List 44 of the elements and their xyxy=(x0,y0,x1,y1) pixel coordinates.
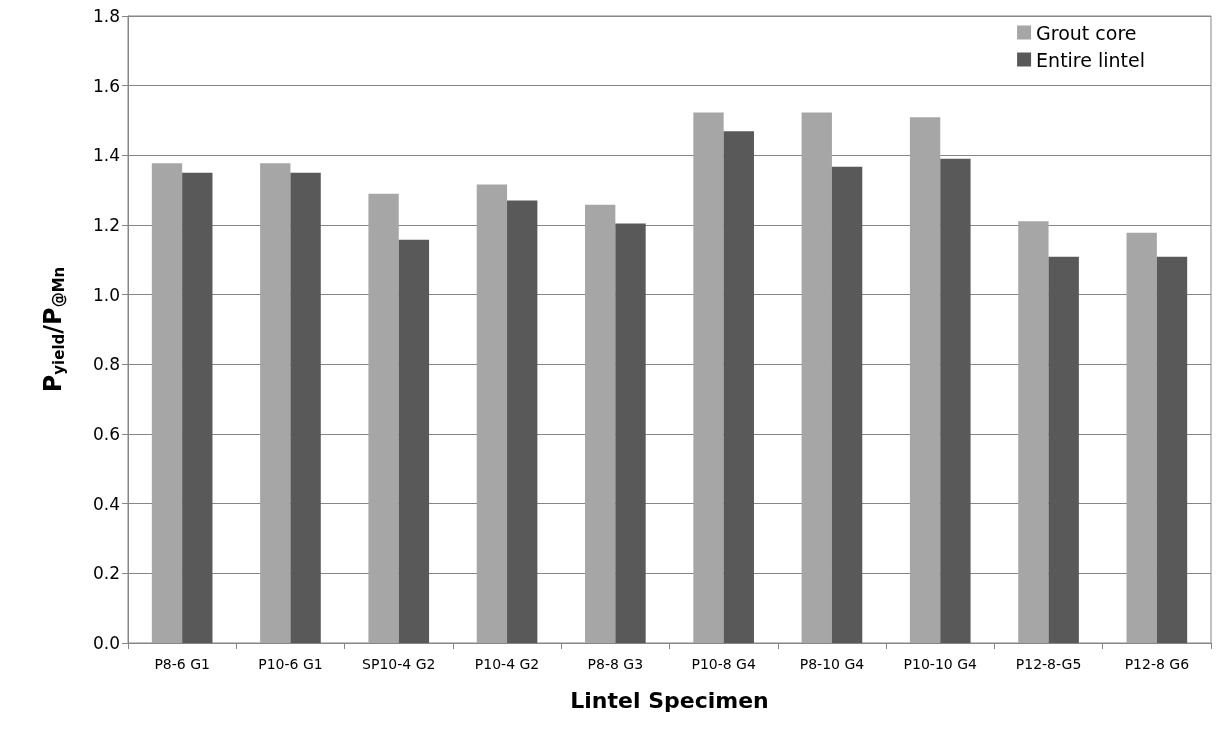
bar xyxy=(368,193,399,643)
bar xyxy=(1018,221,1049,643)
x-tick-label: SP10-4 G2 xyxy=(362,656,436,672)
bar xyxy=(723,131,754,643)
x-tick-label: P8-8 G3 xyxy=(587,656,644,672)
y-tick-label: 1.6 xyxy=(92,75,120,96)
bar xyxy=(1048,256,1079,643)
x-tick-label: P10-4 G2 xyxy=(474,656,540,672)
bar xyxy=(476,184,508,643)
bar xyxy=(507,200,538,643)
y-tick-label: 1.2 xyxy=(92,215,120,235)
legend-label: Grout core xyxy=(1036,21,1137,44)
x-tick-label: P8-6 G1 xyxy=(154,656,210,672)
bar xyxy=(585,204,616,643)
bar xyxy=(1156,256,1188,643)
legend-label: Entire lintel xyxy=(1036,48,1146,71)
bar xyxy=(831,166,863,643)
x-axis-title: Lintel Specimen xyxy=(570,687,769,713)
x-tick-label: P10-10 G4 xyxy=(903,656,977,672)
bar xyxy=(398,239,430,643)
bar xyxy=(801,112,832,643)
bar xyxy=(693,112,724,643)
bar xyxy=(909,117,941,643)
y-axis-title: Pyield/P@Mn xyxy=(38,266,68,393)
y-tick-label: 0.8 xyxy=(92,354,120,375)
x-tick-label: P8-10 G4 xyxy=(799,656,865,672)
x-tick-label: P10-6 G1 xyxy=(258,656,323,672)
y-tick-label: 1.0 xyxy=(92,284,120,305)
y-tick-label: 1.8 xyxy=(92,6,120,26)
bar xyxy=(940,158,971,643)
x-tick-label: P10-8 G4 xyxy=(691,656,756,672)
y-tick-label: 0.4 xyxy=(92,493,120,514)
bar xyxy=(615,223,646,643)
bar xyxy=(290,172,321,643)
y-tick-label: 0.0 xyxy=(92,633,120,653)
bar xyxy=(260,163,291,643)
bar xyxy=(1126,232,1157,643)
x-tick-label: P12-8-G5 xyxy=(1015,656,1082,672)
bar xyxy=(182,172,213,643)
bar xyxy=(151,163,183,643)
y-tick-label: 1.4 xyxy=(92,145,120,166)
y-tick-label: 0.2 xyxy=(92,563,120,584)
x-tick-label: P12-8 G6 xyxy=(1124,656,1190,672)
y-tick-label: 0.6 xyxy=(92,424,120,444)
